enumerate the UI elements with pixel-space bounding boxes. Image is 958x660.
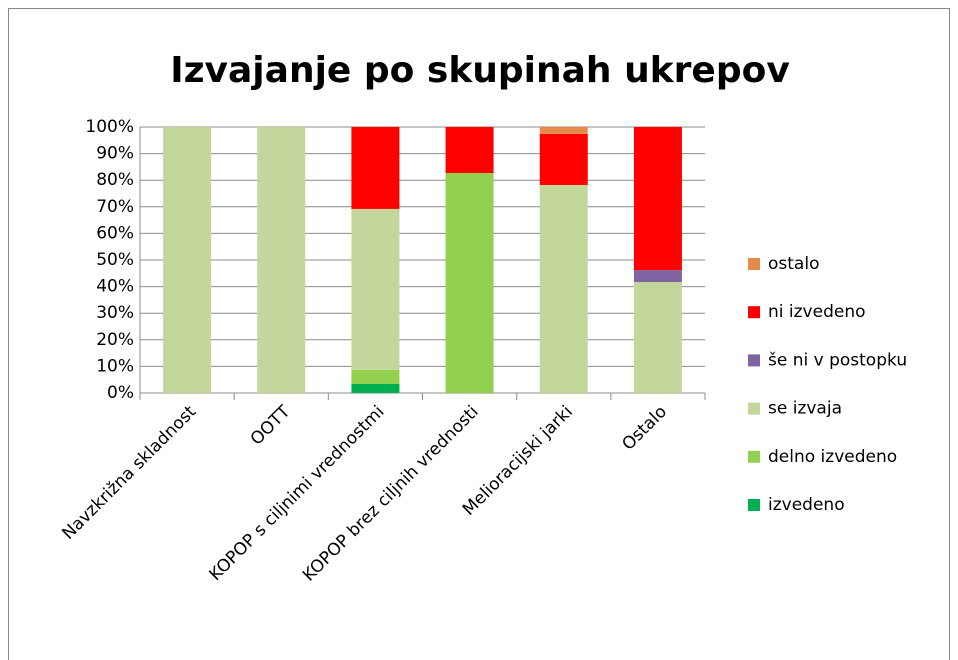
y-tick-label: 100% (85, 117, 134, 137)
bar-segment (351, 127, 400, 209)
legend-swatch (748, 499, 760, 511)
bar-segment (633, 270, 682, 283)
bar-segment (257, 127, 306, 393)
legend-swatch (748, 450, 760, 463)
legend-label: še ni v postopku (768, 350, 907, 370)
y-tick-label: 80% (96, 170, 134, 190)
legend-swatch (748, 354, 760, 367)
legend-label: se izvaja (768, 399, 842, 419)
bar-segment (633, 127, 682, 271)
y-tick-label: 20% (96, 330, 134, 350)
y-tick-label: 50% (96, 250, 134, 270)
bar-segment (163, 127, 212, 393)
y-tick-label: 0% (107, 383, 134, 403)
bar-segment (445, 173, 494, 393)
legend-label: ostalo (768, 254, 819, 274)
y-tick-label: 70% (96, 197, 134, 217)
legend-label: ni izvedeno (768, 302, 866, 322)
bar-segment (539, 184, 588, 393)
bar-segment (539, 127, 588, 134)
bar-segment (633, 282, 682, 393)
bar-segment (539, 133, 588, 185)
y-tick-label: 40% (96, 277, 134, 297)
legend-label: izvedeno (768, 495, 845, 515)
bar-segment (351, 383, 400, 393)
chart-title: Izvajanje po skupinah ukrepov (170, 50, 790, 91)
y-tick-label: 90% (96, 144, 134, 164)
bar-segment (351, 369, 400, 384)
y-tick-label: 10% (96, 356, 134, 376)
bar-segment (351, 208, 400, 370)
bar-segment (445, 127, 494, 174)
y-tick-label: 60% (96, 223, 134, 243)
legend-swatch (748, 258, 760, 270)
legend-swatch (748, 402, 760, 415)
legend-label: delno izvedeno (768, 447, 897, 467)
y-tick-label: 30% (96, 303, 134, 323)
legend-swatch (748, 306, 760, 319)
